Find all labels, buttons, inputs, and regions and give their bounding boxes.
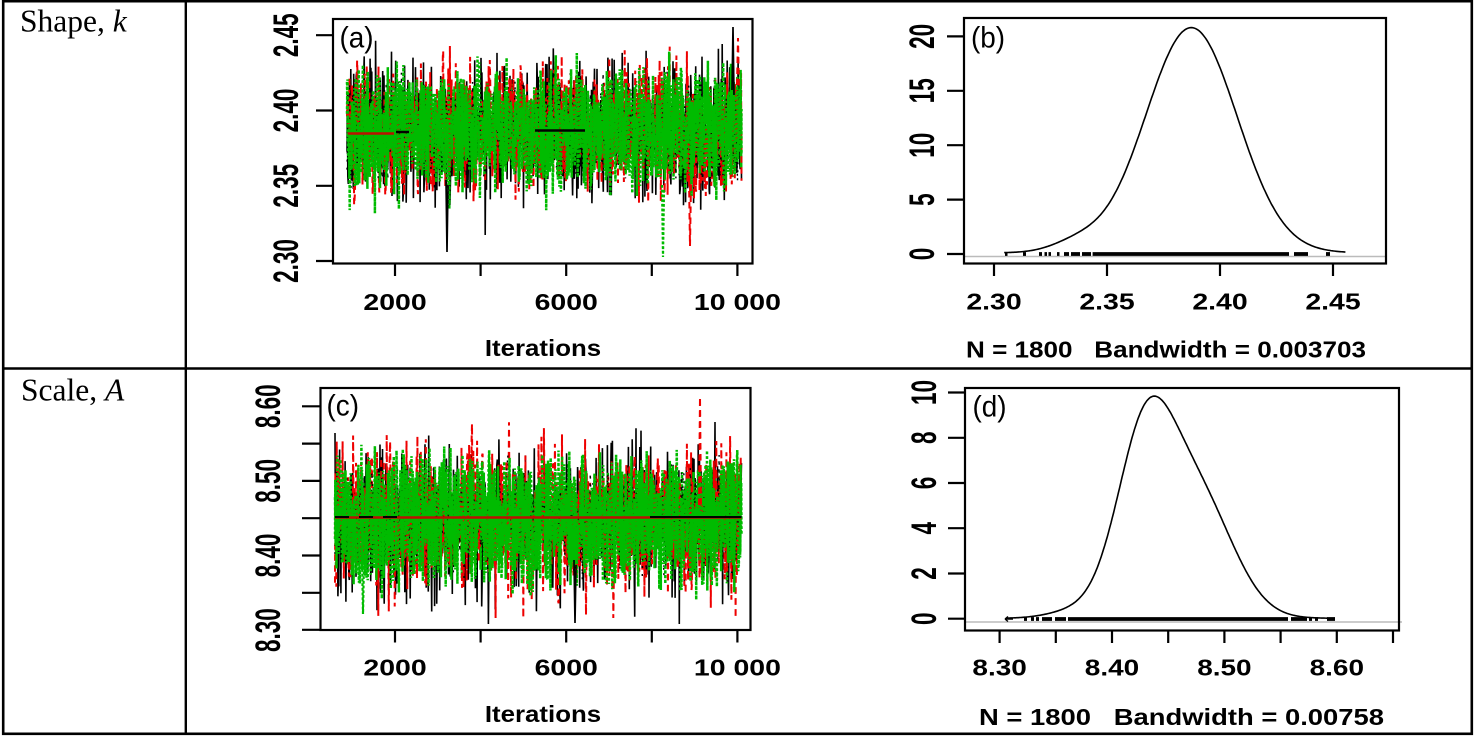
svg-text:2.30: 2.30 — [966, 288, 1021, 315]
svg-text:8.60: 8.60 — [1310, 655, 1364, 680]
svg-text:10: 10 — [905, 380, 944, 405]
svg-text:6: 6 — [905, 477, 944, 490]
svg-text:10 000: 10 000 — [694, 654, 781, 681]
svg-text:Iterations: Iterations — [485, 702, 601, 728]
svg-text:Scale, A: Scale, A — [21, 373, 125, 408]
svg-text:8.30: 8.30 — [972, 655, 1026, 680]
svg-text:5: 5 — [903, 193, 942, 206]
svg-text:8.30: 8.30 — [249, 608, 288, 652]
svg-text:6000: 6000 — [535, 288, 598, 315]
svg-text:N = 1800 Bandwidth = 0.00370: N = 1800 Bandwidth = 0.003703 — [966, 338, 1366, 364]
svg-text:4: 4 — [905, 521, 944, 534]
svg-text:2.30: 2.30 — [267, 239, 306, 283]
svg-text:8: 8 — [905, 432, 944, 445]
svg-text:2.35: 2.35 — [267, 164, 306, 208]
svg-text:0: 0 — [903, 248, 942, 261]
svg-text:10: 10 — [903, 133, 942, 158]
svg-text:8.40: 8.40 — [1085, 655, 1139, 680]
svg-text:15: 15 — [903, 78, 942, 103]
svg-text:10 000: 10 000 — [694, 288, 781, 315]
svg-text:2.40: 2.40 — [267, 89, 306, 133]
svg-text:8.40: 8.40 — [249, 534, 288, 578]
svg-text:8.60: 8.60 — [249, 384, 288, 428]
svg-text:(c): (c) — [327, 390, 360, 423]
svg-text:2000: 2000 — [363, 288, 426, 315]
svg-text:(b): (b) — [971, 22, 1005, 55]
svg-text:2.40: 2.40 — [1192, 288, 1247, 315]
svg-text:20: 20 — [903, 24, 942, 49]
svg-text:(a): (a) — [340, 22, 374, 55]
svg-text:8.50: 8.50 — [1197, 655, 1251, 680]
svg-text:Shape, k: Shape, k — [20, 4, 128, 39]
svg-text:2.45: 2.45 — [1305, 288, 1360, 315]
svg-text:(d): (d) — [973, 391, 1007, 424]
svg-text:2000: 2000 — [363, 654, 426, 681]
svg-text:0: 0 — [905, 612, 944, 625]
svg-text:Iterations: Iterations — [485, 336, 601, 362]
svg-text:N = 1800 Bandwidth = 0.00758: N = 1800 Bandwidth = 0.00758 — [979, 705, 1384, 731]
svg-text:8.50: 8.50 — [249, 459, 288, 503]
svg-text:2: 2 — [905, 567, 944, 580]
svg-text:6000: 6000 — [535, 654, 598, 681]
svg-text:2.45: 2.45 — [267, 13, 306, 57]
svg-text:2.35: 2.35 — [1079, 288, 1134, 315]
